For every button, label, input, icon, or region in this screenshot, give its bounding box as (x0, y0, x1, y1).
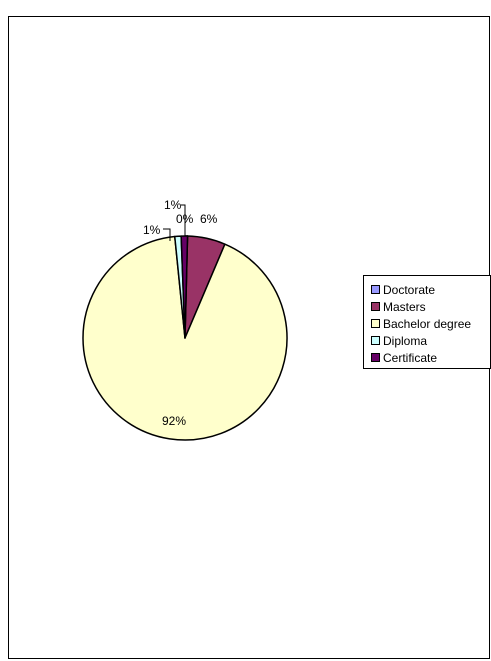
leader-line-certificate (181, 204, 186, 236)
legend-item-doctorate: Doctorate (371, 281, 490, 298)
legend-swatch (371, 353, 380, 362)
leader-lines (163, 204, 186, 241)
legend: Doctorate Masters Bachelor degree Diplom… (363, 275, 491, 369)
legend-swatch (371, 336, 380, 345)
legend-swatch (371, 285, 380, 294)
legend-item-certificate: Certificate (371, 349, 490, 366)
legend-swatch (371, 319, 380, 328)
data-label-bachelor-degree: 92% (162, 414, 186, 428)
data-label-certificate: 1% (164, 198, 182, 212)
data-label-doctorate: 0% (176, 212, 194, 226)
legend-item-masters: Masters (371, 298, 490, 315)
legend-swatch (371, 302, 380, 311)
data-label-diploma: 1% (143, 223, 161, 237)
legend-label: Certificate (383, 350, 438, 365)
legend-item-diploma: Diploma (371, 332, 490, 349)
leader-line-diploma (163, 228, 171, 241)
legend-item-bachelor-degree: Bachelor degree (371, 315, 490, 332)
legend-label: Diploma (383, 333, 428, 348)
legend-label: Bachelor degree (383, 316, 472, 331)
legend-label: Masters (383, 299, 426, 314)
data-label-masters: 6% (200, 212, 218, 226)
data-labels: 0% 6% 92% 1% 1% (143, 198, 218, 428)
pie-slice-certificate (180, 235, 189, 339)
legend-label: Doctorate (383, 282, 436, 297)
pie-slices (82, 235, 288, 441)
